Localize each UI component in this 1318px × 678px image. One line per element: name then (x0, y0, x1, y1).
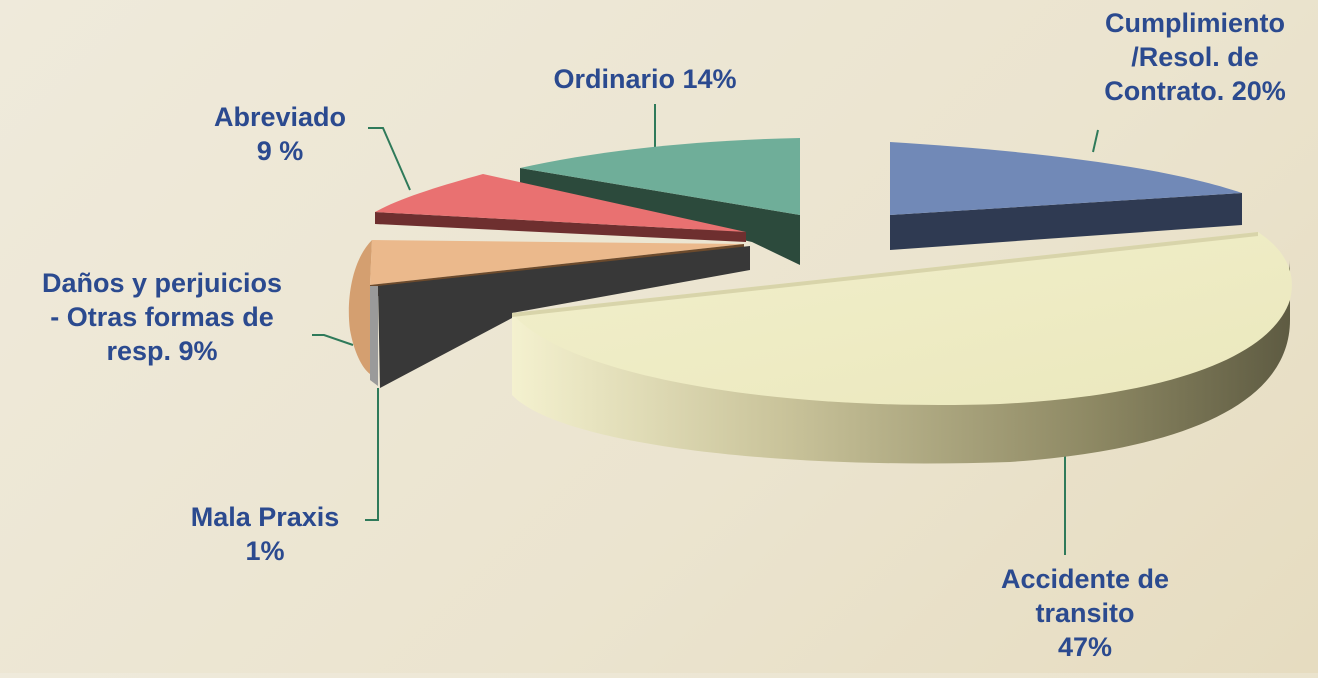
leader-line-mala-praxis (365, 388, 379, 521)
leader-line-abreviado (368, 127, 411, 191)
slice-mala-praxis (370, 286, 378, 386)
label-mala-praxis: Mala Praxis 1% (160, 500, 370, 568)
label-danos-line-2: - Otras formas de (50, 302, 274, 332)
leader-lines (312, 104, 1099, 555)
slice-cumplimiento (890, 142, 1242, 250)
label-cumplimiento-line-3: Contrato. 20% (1104, 76, 1286, 106)
label-cumplimiento: Cumplimiento /Resol. de Contrato. 20% (1075, 6, 1315, 108)
label-accidente-line-1: Accidente de (1000, 564, 1170, 594)
slice-cutface (378, 246, 750, 388)
slice-accidente (512, 232, 1292, 464)
label-abreviado-line-2: 9 % (256, 136, 304, 166)
slice-abreviado (375, 174, 746, 242)
leader-line-cumplimiento (1092, 129, 1099, 153)
label-danos-line-3: resp. 9% (106, 336, 218, 366)
label-cumplimiento-line-1: Cumplimiento (1105, 8, 1285, 38)
label-accidente-line-2: transito (1035, 598, 1135, 628)
label-accidente-line-3: 47% (1057, 632, 1113, 662)
label-ordinario-line-1: Ordinario 14% (553, 64, 737, 94)
label-danos: Daños y perjuicios - Otras formas de res… (2, 266, 322, 368)
label-abreviado: Abreviado 9 % (180, 100, 380, 168)
label-mala-praxis-line-2: 1% (245, 536, 285, 566)
label-ordinario: Ordinario 14% (510, 62, 780, 96)
label-danos-line-1: Daños y perjuicios (41, 268, 283, 298)
label-abreviado-line-1: Abreviado (213, 102, 347, 132)
label-mala-praxis-line-1: Mala Praxis (190, 502, 340, 532)
label-cumplimiento-line-2: /Resol. de (1131, 42, 1259, 72)
label-accidente: Accidente de transito 47% (955, 562, 1215, 664)
leader-line-danos (312, 334, 354, 346)
